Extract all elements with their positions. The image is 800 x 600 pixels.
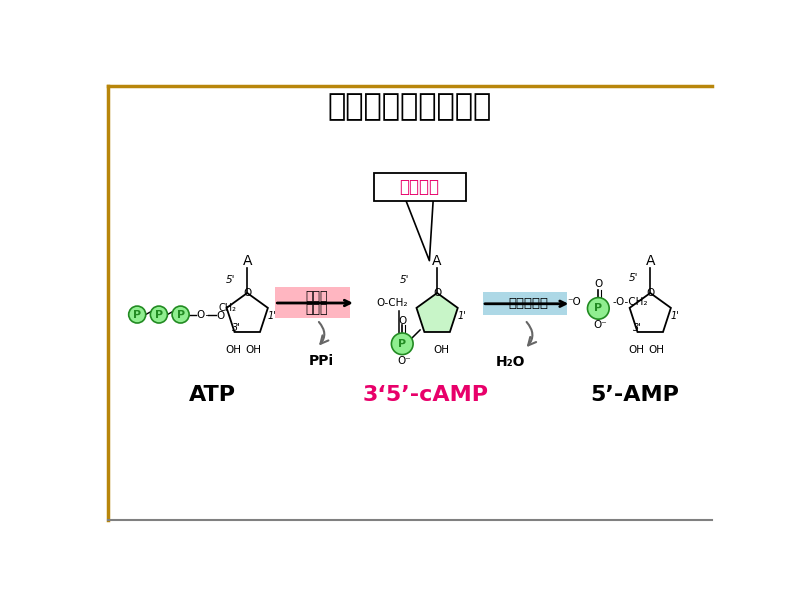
Text: 1': 1' <box>670 311 679 321</box>
Circle shape <box>150 306 167 323</box>
FancyBboxPatch shape <box>275 287 350 317</box>
Polygon shape <box>417 293 458 332</box>
Text: A: A <box>242 254 252 268</box>
FancyBboxPatch shape <box>374 173 466 200</box>
Text: 1': 1' <box>268 311 277 321</box>
Circle shape <box>172 306 189 323</box>
Text: O: O <box>433 288 442 298</box>
Text: 3': 3' <box>232 323 241 334</box>
Text: OH: OH <box>649 345 665 355</box>
Text: -O-CH₂: -O-CH₂ <box>612 297 648 307</box>
Text: 5’-AMP: 5’-AMP <box>590 385 679 406</box>
Text: O: O <box>217 311 225 321</box>
Text: O: O <box>398 316 406 326</box>
Text: 5': 5' <box>629 274 638 283</box>
Text: 1': 1' <box>458 311 466 321</box>
Text: P: P <box>594 304 602 313</box>
Text: P: P <box>398 339 406 349</box>
Text: O⁻: O⁻ <box>397 356 410 366</box>
Polygon shape <box>630 293 671 332</box>
Text: P: P <box>133 310 142 320</box>
Text: 第二信使: 第二信使 <box>399 178 439 196</box>
Text: OH: OH <box>226 345 242 355</box>
Polygon shape <box>226 293 268 332</box>
Text: ATP: ATP <box>189 385 236 406</box>
Text: 5': 5' <box>400 275 410 285</box>
Text: O: O <box>243 288 251 298</box>
FancyArrowPatch shape <box>526 322 536 346</box>
Text: -O-: -O- <box>194 310 210 320</box>
Text: A: A <box>646 254 655 268</box>
Text: ⁻O: ⁻O <box>567 297 582 307</box>
Text: OH: OH <box>246 345 262 355</box>
Text: 脂肪动员的激素调节: 脂肪动员的激素调节 <box>328 92 492 121</box>
FancyBboxPatch shape <box>483 292 567 316</box>
Text: H₂O: H₂O <box>496 355 526 368</box>
Text: O-CH₂: O-CH₂ <box>376 298 408 308</box>
Circle shape <box>129 306 146 323</box>
Text: OH: OH <box>628 345 644 355</box>
Text: CH₂: CH₂ <box>218 304 236 313</box>
Text: O: O <box>646 288 654 298</box>
FancyArrowPatch shape <box>319 322 329 344</box>
Text: 磷酸二酯酶: 磷酸二酯酶 <box>509 297 549 310</box>
Text: 环化酶: 环化酶 <box>305 302 327 316</box>
Text: 3': 3' <box>634 323 642 334</box>
Text: O⁻: O⁻ <box>593 320 606 331</box>
Text: 5': 5' <box>226 275 235 285</box>
Text: O: O <box>594 279 602 289</box>
Text: P: P <box>155 310 163 320</box>
Text: 3‘5’-cAMP: 3‘5’-cAMP <box>362 385 489 406</box>
Text: P: P <box>177 310 185 320</box>
Text: A: A <box>432 254 442 268</box>
Circle shape <box>391 333 413 355</box>
Text: PPi: PPi <box>308 354 334 368</box>
Circle shape <box>587 298 609 319</box>
Text: 腺苷酸: 腺苷酸 <box>305 290 327 304</box>
Text: OH: OH <box>433 345 449 355</box>
